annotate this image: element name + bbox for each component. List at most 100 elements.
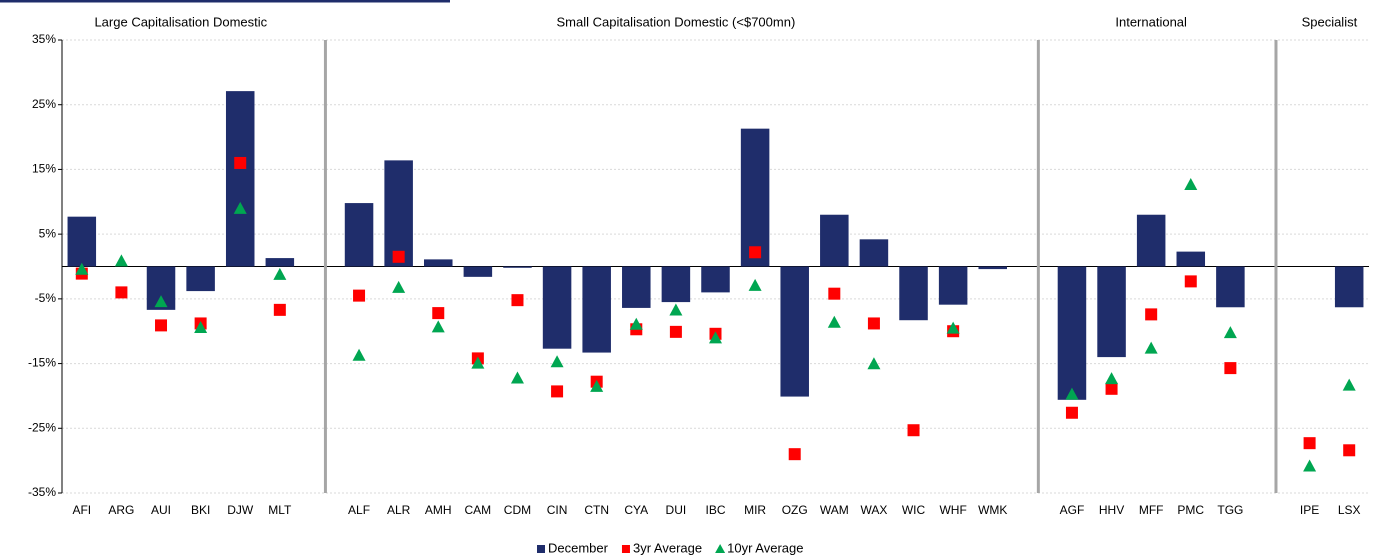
triangle-marker (392, 280, 406, 293)
x-tick-label: CYA (624, 503, 648, 517)
triangle-marker (1065, 387, 1079, 400)
bar (938, 266, 968, 305)
bar (225, 91, 255, 267)
triangle-marker (1144, 341, 1158, 354)
bar (1057, 266, 1087, 400)
bar (780, 266, 809, 397)
square-marker (749, 246, 762, 259)
bar (186, 266, 215, 292)
square-marker (115, 286, 128, 299)
x-tick-label: DUI (666, 503, 687, 517)
y-tick-label: -5% (35, 291, 57, 305)
x-tick-label: TGG (1217, 503, 1243, 517)
x-tick-label: IPE (1300, 503, 1319, 517)
x-tick-label: AGF (1060, 503, 1085, 517)
bar (265, 258, 295, 267)
x-tick-label: ARG (108, 503, 134, 517)
y-tick-label: 35% (32, 32, 56, 46)
x-tick-label: WAX (860, 503, 887, 517)
square-marker (1105, 382, 1118, 395)
bar (859, 239, 889, 267)
triangle-marker (748, 278, 762, 291)
bar (978, 266, 1008, 270)
y-tick-label: -35% (28, 485, 56, 499)
x-tick-label: PMC (1177, 503, 1204, 517)
bar (423, 259, 453, 267)
triangle-marker (154, 295, 168, 308)
triangle-marker (946, 321, 960, 334)
x-tick-label: HHV (1099, 503, 1124, 517)
y-tick-label: -25% (28, 420, 56, 434)
legend-swatch (537, 545, 545, 553)
x-tick-label: ALF (348, 503, 370, 517)
bar (820, 214, 849, 267)
group-label: Specialist (1302, 14, 1358, 29)
x-tick-label: LSX (1338, 503, 1361, 517)
square-marker (1343, 444, 1356, 457)
square-marker (1145, 308, 1158, 321)
square-marker (669, 325, 682, 338)
triangle-marker (431, 320, 445, 333)
x-tick-label: CDM (504, 503, 531, 517)
y-tick-label: 15% (32, 162, 56, 176)
triangle-marker (550, 355, 564, 368)
square-marker (155, 319, 168, 332)
legend-swatch (715, 544, 726, 553)
legend-swatch (621, 545, 630, 553)
triangle-marker (1303, 459, 1317, 472)
x-tick-label: WIC (902, 503, 926, 517)
legend: December 3yr Average 10yr Average (537, 540, 803, 555)
bar (463, 266, 493, 277)
square-marker (234, 156, 247, 169)
triangle-marker (827, 315, 841, 328)
square-marker (1224, 362, 1237, 375)
bar (1176, 251, 1206, 267)
x-tick-label: WHF (939, 503, 966, 517)
y-tick-label: -15% (28, 356, 56, 370)
triangle-marker (709, 331, 722, 344)
bar (67, 216, 97, 267)
triangle-marker (629, 317, 643, 330)
triangle-marker (273, 267, 287, 280)
x-tick-label: CIN (547, 503, 568, 517)
triangle-marker (114, 254, 128, 267)
legend-label: 10yr Average (727, 540, 803, 555)
triangle-marker (471, 356, 485, 369)
bar (622, 266, 651, 308)
bar (582, 266, 611, 353)
bar (344, 203, 374, 267)
square-marker (273, 303, 286, 316)
bar (384, 160, 413, 267)
square-marker (788, 448, 801, 461)
triangle-marker (590, 379, 604, 392)
triangle-marker (669, 303, 683, 316)
bar (1097, 266, 1126, 358)
triangle-marker (510, 371, 524, 384)
group-label: Large Capitalisation Domestic (94, 14, 267, 29)
bar (661, 266, 691, 303)
square-marker (392, 250, 405, 263)
square-marker (1184, 275, 1197, 288)
x-tick-label: DJW (227, 503, 254, 517)
x-tick-label: BKI (191, 503, 210, 517)
bar (1136, 214, 1166, 267)
triangle-marker (233, 201, 247, 214)
bar (701, 266, 730, 293)
bar (503, 266, 532, 268)
triangle-marker (352, 348, 366, 361)
x-tick-label: MLT (268, 503, 292, 517)
square-marker (551, 385, 564, 398)
triangle-marker (1342, 378, 1356, 391)
legend-label: December (548, 540, 609, 555)
x-tick-label: MIR (744, 503, 766, 517)
triangle-marker (1223, 326, 1237, 339)
x-tick-label: AUI (151, 503, 171, 517)
square-marker (867, 317, 880, 330)
x-tick-label: WMK (978, 503, 1007, 517)
group-label: International (1115, 14, 1187, 29)
triangle-marker (194, 320, 208, 333)
square-marker (353, 289, 366, 302)
square-marker (828, 287, 841, 300)
bar (542, 266, 572, 349)
group-label: Small Capitalisation Domestic (<$700mn) (556, 14, 795, 29)
